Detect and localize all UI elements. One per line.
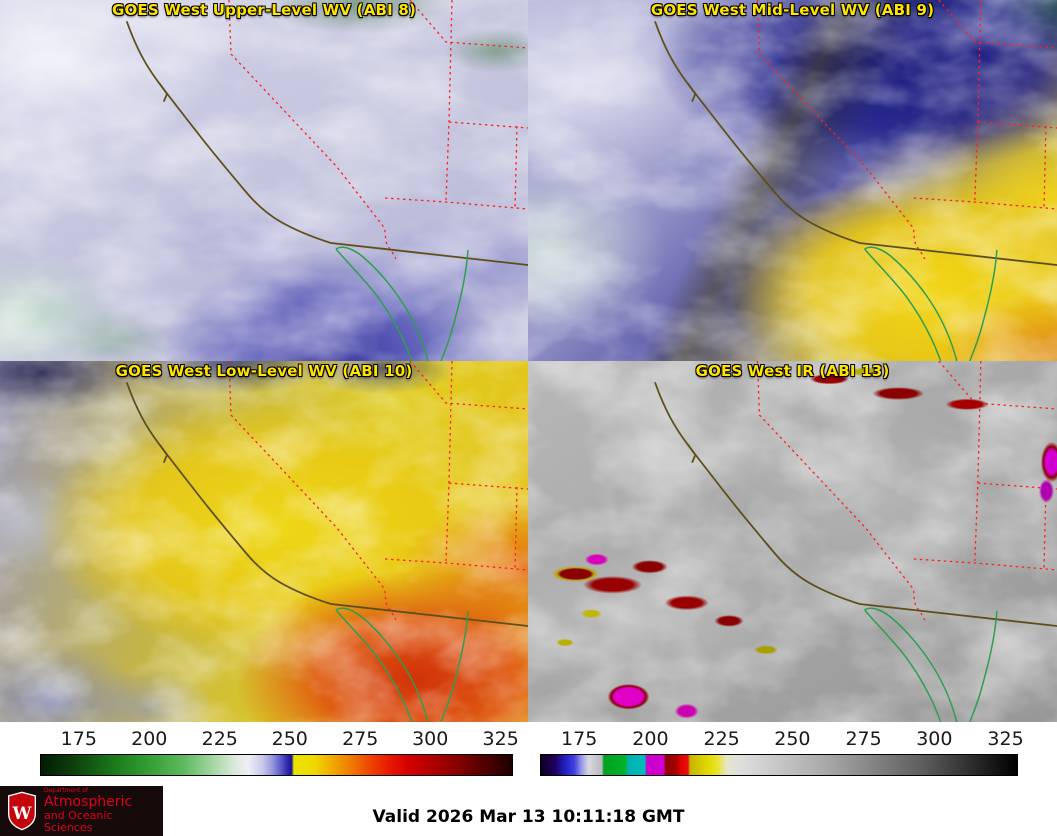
wv-colorbar: 175 200 225 250 275 300 325 bbox=[40, 726, 519, 776]
colorbar-tick-label: 300 bbox=[412, 728, 449, 750]
logo-dept-line1: Atmospheric bbox=[44, 793, 133, 810]
crest-letter: W bbox=[12, 803, 33, 823]
footer: W Department of Atmospheric and Oceanic … bbox=[0, 786, 1057, 836]
colorbar-tick-label: 225 bbox=[201, 728, 238, 750]
cloud-texture bbox=[528, 0, 1057, 361]
colorbar-tick-label: 250 bbox=[774, 728, 811, 750]
colorbar-tick-label: 200 bbox=[632, 728, 669, 750]
panel-title: GOES West IR (ABI 13) bbox=[695, 362, 890, 380]
valid-timestamp: Valid 2026 Mar 13 10:11:18 GMT bbox=[372, 807, 685, 827]
panel-mid-level-wv: GOES West Mid-Level WV (ABI 9) bbox=[528, 0, 1057, 361]
satellite-image-abi9 bbox=[528, 0, 1057, 361]
colorbar-tick-label: 300 bbox=[916, 728, 953, 750]
panel-ir: GOES West IR (ABI 13) bbox=[528, 361, 1057, 722]
satellite-image-abi10 bbox=[0, 361, 528, 722]
satellite-panel-grid: GOES West Upper-Level WV (ABI 8) GOES We… bbox=[0, 0, 1057, 722]
cloud-texture bbox=[528, 361, 1057, 722]
colorbar-tick-label: 325 bbox=[482, 728, 519, 750]
ir-colorbar: 175 200 225 250 275 300 325 bbox=[540, 726, 1024, 776]
colorbar-tick-label: 175 bbox=[60, 728, 97, 750]
colorbar-tick-label: 275 bbox=[845, 728, 882, 750]
colorbar-tick-label: 225 bbox=[703, 728, 740, 750]
colorbar-tick-label: 200 bbox=[131, 728, 168, 750]
panel-upper-level-wv: GOES West Upper-Level WV (ABI 8) bbox=[0, 0, 528, 361]
colorbar-tick-label: 175 bbox=[561, 728, 598, 750]
uw-crest-icon: W bbox=[8, 791, 36, 831]
ir-colorbar-ticks: 175 200 225 250 275 300 325 bbox=[540, 726, 1024, 754]
uw-aos-logo: W Department of Atmospheric and Oceanic … bbox=[0, 786, 163, 836]
colorbar-tick-label: 325 bbox=[987, 728, 1024, 750]
colorbar-row: 175 200 225 250 275 300 325 175 200 225 250 275 300… bbox=[0, 722, 1057, 786]
wv-colorbar-gradient bbox=[40, 754, 513, 776]
panel-title: GOES West Low-Level WV (ABI 10) bbox=[115, 362, 413, 380]
logo-dept-prefix: Department of bbox=[44, 787, 88, 795]
panel-title: GOES West Upper-Level WV (ABI 8) bbox=[111, 1, 417, 19]
satellite-image-abi13 bbox=[528, 361, 1057, 722]
satellite-image-abi8 bbox=[0, 0, 528, 361]
colorbar-tick-label: 275 bbox=[342, 728, 379, 750]
cloud-texture bbox=[0, 361, 528, 722]
logo-text-block: Department of Atmospheric and Oceanic Sc… bbox=[44, 787, 157, 834]
panel-title: GOES West Mid-Level WV (ABI 9) bbox=[650, 1, 935, 19]
logo-dept-line2: and Oceanic Sciences bbox=[44, 808, 113, 834]
colorbar-tick-label: 250 bbox=[271, 728, 308, 750]
cloud-texture bbox=[0, 0, 528, 361]
wv-colorbar-ticks: 175 200 225 250 275 300 325 bbox=[40, 726, 519, 754]
ir-colorbar-gradient bbox=[540, 754, 1018, 776]
panel-low-level-wv: GOES West Low-Level WV (ABI 10) bbox=[0, 361, 528, 722]
